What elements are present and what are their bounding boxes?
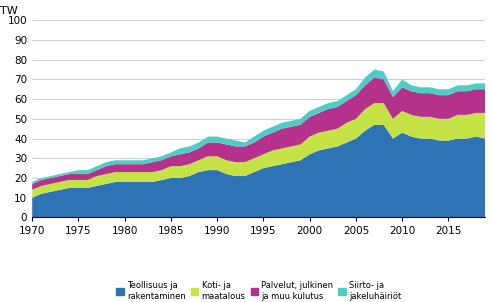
- Legend: Teollisuus ja
rakentaminen, Koti- ja
maatalous, Palvelut, julkinen
ja muu kulutu: Teollisuus ja rakentaminen, Koti- ja maa…: [113, 278, 405, 302]
- Text: TW: TW: [0, 6, 18, 16]
